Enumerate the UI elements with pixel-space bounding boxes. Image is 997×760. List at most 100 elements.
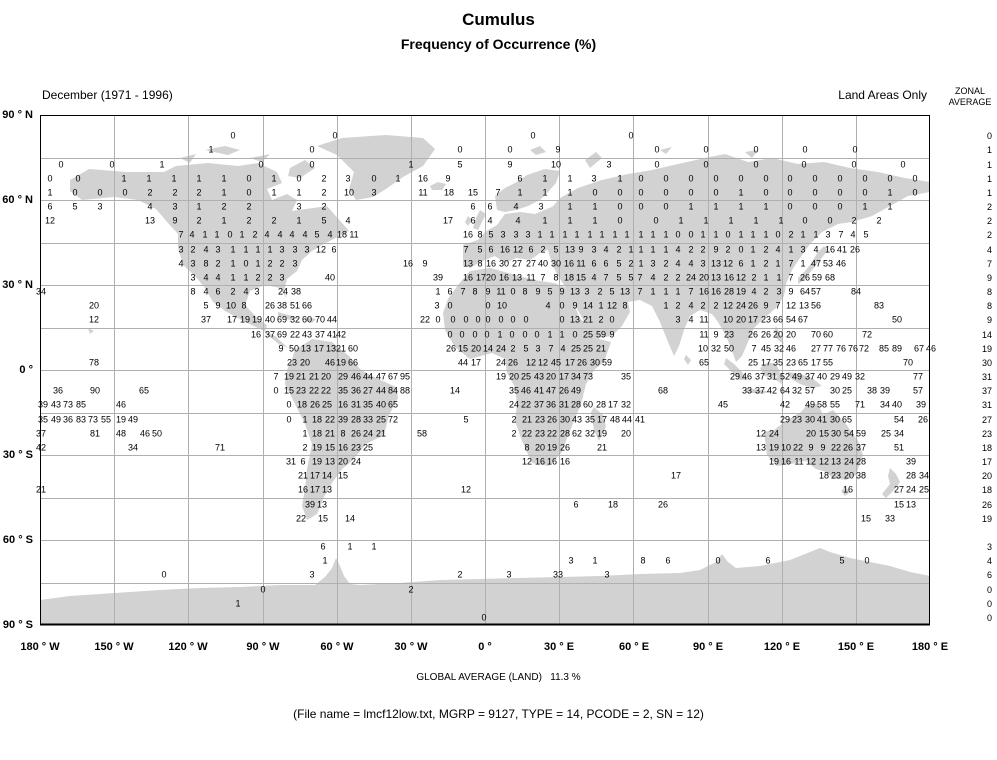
cell-value: 33 <box>362 414 374 425</box>
cell-value: 5 <box>488 229 494 240</box>
cell-value: 36 <box>545 399 557 410</box>
cell-value: 69 <box>276 329 288 340</box>
cell-value: 3 <box>292 244 298 255</box>
cell-value: 3 <box>525 229 531 240</box>
cell-value: 73 <box>62 399 74 410</box>
cell-value: 4 <box>215 272 221 283</box>
cell-value: 28 <box>559 428 571 439</box>
cell-value: 60 <box>822 329 834 340</box>
cell-value: 0 <box>775 229 781 240</box>
cell-value: 1 <box>567 201 573 212</box>
cell-value: 28 <box>855 456 867 467</box>
cell-value: 18 <box>563 272 575 283</box>
cell-value: 70 <box>314 314 326 325</box>
cell-value: 83 <box>75 414 87 425</box>
cell-value: 46 <box>835 258 847 269</box>
cell-value: 9 <box>820 442 826 453</box>
cell-value: 1 <box>196 201 202 212</box>
cell-value: 4 <box>603 244 609 255</box>
land-shape <box>285 339 398 520</box>
cell-value: 1 <box>408 159 414 170</box>
cell-value: 43 <box>301 329 313 340</box>
cell-value: 1 <box>196 173 202 184</box>
cell-value: 3 <box>434 300 440 311</box>
land-shape <box>870 186 882 212</box>
cell-value: 13 <box>710 272 722 283</box>
cell-value: 1 <box>255 244 261 255</box>
cell-value: 4 <box>203 286 209 297</box>
cell-value: 35 <box>362 399 374 410</box>
cell-value: 23 <box>785 357 797 368</box>
cell-value: 49 <box>841 371 853 382</box>
cell-value: 38 <box>290 286 302 297</box>
cell-value: 49 <box>127 414 139 425</box>
cell-value: 11 <box>699 329 709 340</box>
cell-value: 65 <box>797 357 809 368</box>
cell-value: 29 <box>829 371 841 382</box>
cell-value: 3 <box>675 314 681 325</box>
land-shape <box>317 135 435 200</box>
cell-value: 3 <box>538 201 544 212</box>
cell-value: 0 <box>912 173 918 184</box>
cell-value: 6 <box>603 258 609 269</box>
cell-value: 20 <box>299 357 311 368</box>
cell-value: 30 <box>559 414 571 425</box>
cell-value: 12 <box>735 272 747 283</box>
cell-value: 1 <box>542 187 548 198</box>
cell-value: 0 <box>654 144 660 155</box>
zonal-average-value: 8 <box>986 301 992 311</box>
zonal-average-value: 31 <box>981 400 992 410</box>
cell-value: 3 <box>513 229 519 240</box>
cell-value: 15 <box>860 513 872 524</box>
cell-value: 0 <box>507 144 513 155</box>
cell-value: 20 <box>485 272 497 283</box>
cell-value: 28 <box>350 414 362 425</box>
cell-value: 6 <box>517 173 523 184</box>
cell-value: 0 <box>837 201 843 212</box>
cell-value: 25 <box>362 442 374 453</box>
cell-value: 4 <box>203 244 209 255</box>
zonal-average-value: 37 <box>981 386 992 396</box>
cell-value: 1 <box>322 555 328 566</box>
cell-value: 7 <box>460 286 466 297</box>
cell-value: 39 <box>432 272 444 283</box>
cell-value: 0 <box>617 201 623 212</box>
cell-value: 0 <box>852 144 858 155</box>
cell-value: 0 <box>675 229 681 240</box>
cell-value: 13 <box>569 314 581 325</box>
cell-value: 0 <box>887 173 893 184</box>
cell-value: 39 <box>905 456 917 467</box>
cell-value: 65 <box>698 357 710 368</box>
cell-value: 68 <box>657 385 669 396</box>
cell-value: 4 <box>178 258 184 269</box>
cell-value: 65 <box>387 399 399 410</box>
cell-value: 16 <box>462 272 474 283</box>
cell-value: 77 <box>912 371 924 382</box>
cell-value: 46 <box>925 343 937 354</box>
cell-value: 3 <box>254 286 260 297</box>
cell-value: 20 <box>320 371 332 382</box>
cell-value: 0 <box>296 173 302 184</box>
cell-value: 24 <box>362 428 374 439</box>
cell-value: 8 <box>472 286 478 297</box>
cell-value: 16 <box>559 456 571 467</box>
land-shape <box>430 182 446 190</box>
land-shape <box>724 358 748 380</box>
cell-value: 11 <box>699 314 709 325</box>
cell-value: 26 <box>657 499 669 510</box>
cell-value: 24 <box>508 399 520 410</box>
cell-value: 25 <box>520 371 532 382</box>
cell-value: 7 <box>751 343 757 354</box>
period-label: December (1971 - 1996) <box>42 88 173 102</box>
cell-value: 37 <box>200 314 212 325</box>
cell-value: 1 <box>235 598 241 609</box>
cell-value: 0 <box>738 244 744 255</box>
cell-value: 1 <box>887 201 893 212</box>
land-shape <box>530 146 546 155</box>
cell-value: 1 <box>549 229 555 240</box>
cell-value: 1 <box>738 229 744 240</box>
cell-value: 7 <box>788 258 794 269</box>
cell-value: 0 <box>481 612 487 623</box>
cell-value: 1 <box>567 187 573 198</box>
cell-value: 32 <box>620 399 632 410</box>
